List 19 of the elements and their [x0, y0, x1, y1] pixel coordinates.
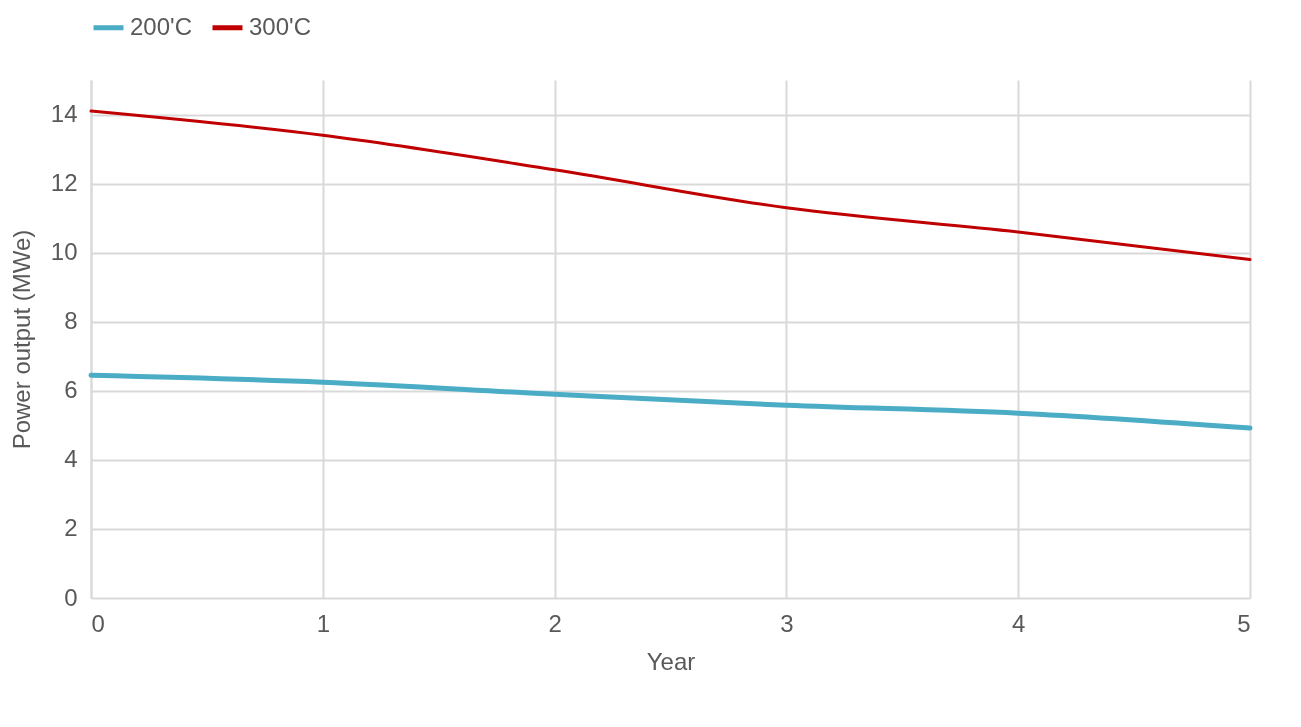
legend-label: 300'C — [249, 12, 311, 40]
x-axis-title: Year — [646, 647, 696, 675]
y-tick-label: 14 — [50, 100, 78, 128]
x-tick-label: 5 — [1237, 609, 1251, 637]
y-tick-label: 2 — [64, 514, 78, 542]
legend-label: 200'C — [130, 12, 192, 40]
x-tick-label: 2 — [548, 609, 562, 637]
line-series — [89, 109, 1252, 262]
y-tick-label: 10 — [50, 238, 78, 266]
y-tick-label: 6 — [64, 376, 78, 404]
y-axis-title: Power output (MWe) — [7, 229, 35, 450]
x-tick-label: 0 — [91, 609, 105, 637]
x-tick-label: 1 — [316, 609, 330, 637]
x-tick-label: 4 — [1012, 609, 1026, 637]
y-tick-label: 12 — [50, 169, 78, 197]
y-tick-label: 4 — [64, 445, 78, 473]
y-tick-label: 8 — [64, 307, 78, 335]
y-tick-label: 0 — [64, 583, 78, 611]
x-tick-label: 3 — [780, 609, 794, 637]
